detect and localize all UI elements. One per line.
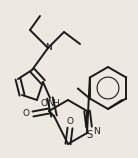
Text: S: S xyxy=(86,130,92,140)
Text: O: O xyxy=(40,98,47,107)
Text: NH: NH xyxy=(47,98,60,107)
Text: N: N xyxy=(45,43,51,52)
Text: O: O xyxy=(67,116,74,125)
Text: O: O xyxy=(22,109,29,118)
Text: N: N xyxy=(93,127,100,136)
